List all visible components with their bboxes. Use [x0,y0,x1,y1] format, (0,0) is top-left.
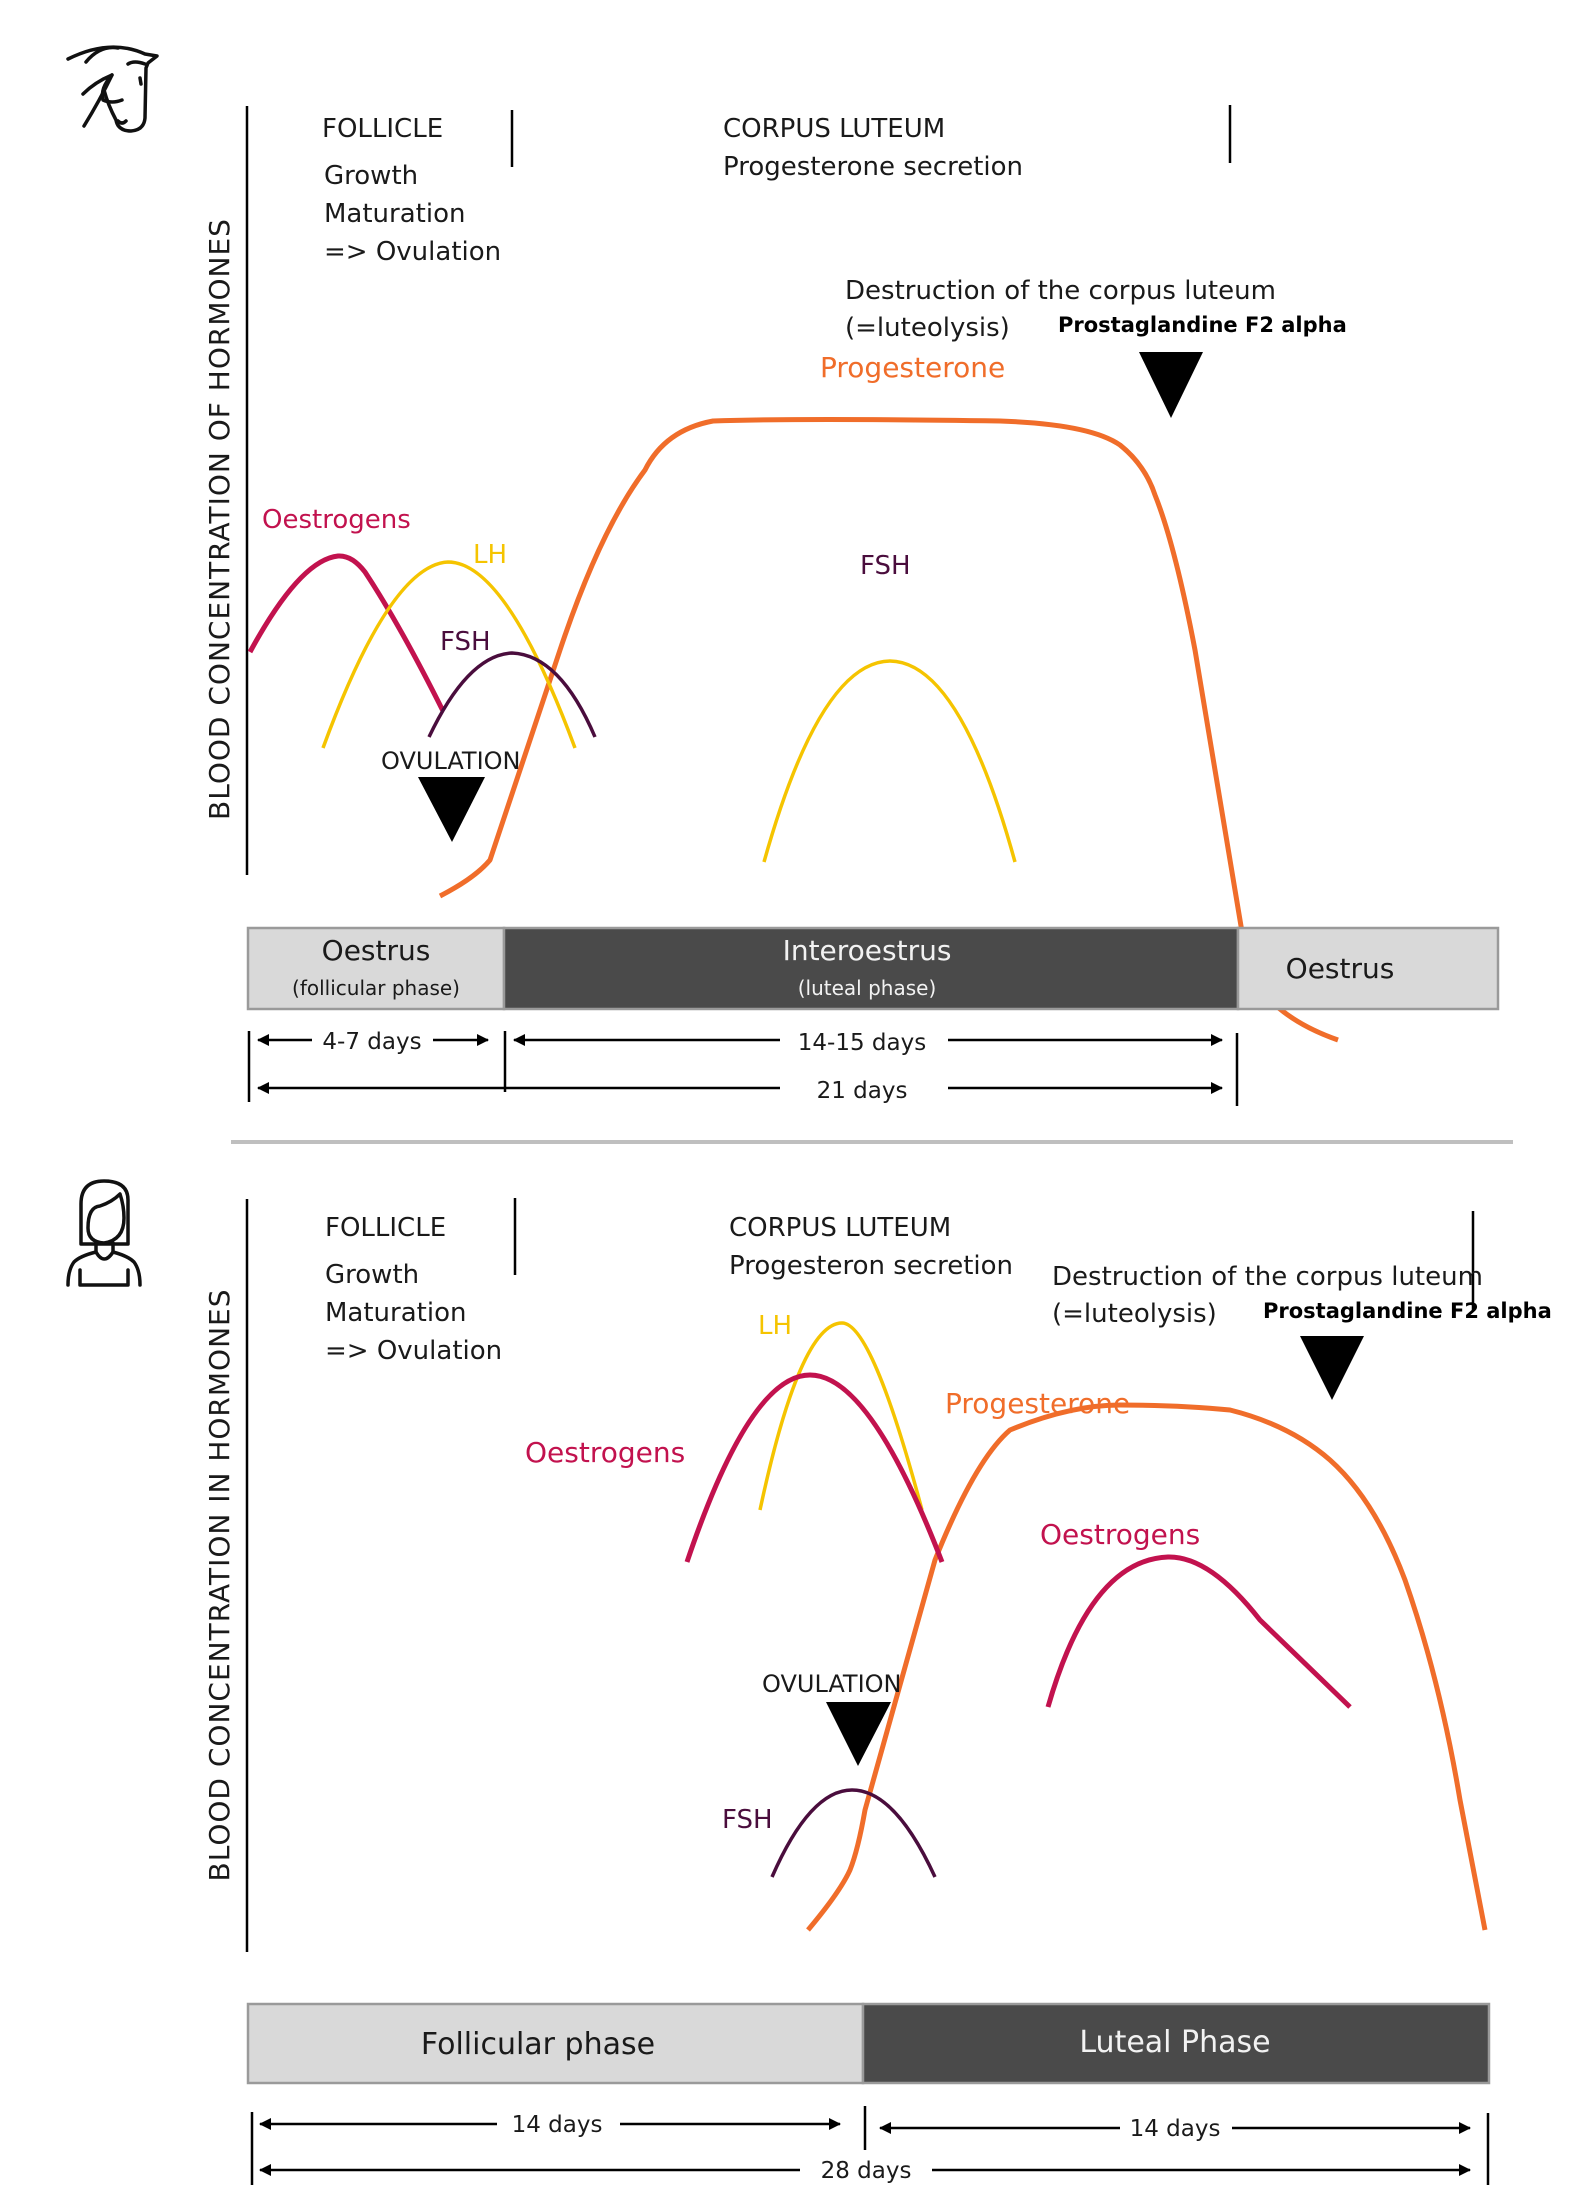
fsh-curve [770,1788,937,1878]
duration-cycle-label: 28 days [821,2158,912,2184]
prostaglandine-label: Prostaglandine F2 alpha [1263,1299,1552,1323]
phase-follicular-label: Follicular phase [421,2027,655,2062]
progesterone-label: Progesterone [820,351,1005,384]
prostaglandine-label: Prostaglandine F2 alpha [1058,313,1347,337]
phase-luteal [861,2002,1491,2085]
phase-interoestrus-label: Interoestrus [783,934,952,967]
luteolysis-line1: Destruction of the corpus luteum [845,276,1276,306]
follicle-title: FOLLICLE [322,114,443,144]
corpus-luteum-title: CORPUS LUTEUM [729,1213,951,1243]
y-axis-title: BLOOD CONCENTRATION IN HORMONES [203,1289,236,1882]
fsh-curve-2 [762,659,1017,863]
phase-bar: Follicular phase Luteal Phase [246,2002,1491,2085]
ovulation-triangle-icon [418,777,485,842]
woman-icon [66,1179,142,1287]
luteolysis-line2: (=luteolysis) [845,313,1010,343]
duration-follicular-label: 14 days [512,2112,603,2138]
progesterone-curve [806,1402,1488,1932]
lh-curve [321,560,577,749]
duration-luteal-label: 14 days [1130,2116,1221,2142]
lh-label: LH [758,1311,792,1341]
duration-interoestrus-label: 14-15 days [798,1030,926,1056]
oestrogens-curve [247,553,446,713]
corpus-luteum-subtitle: Progesteron secretion [729,1251,1013,1281]
fsh-curve-1 [427,651,597,738]
follicle-line-ovulation: => Ovulation [324,237,501,267]
fsh-label: FSH [722,1805,773,1835]
phase-interoestrus-sub: (luteal phase) [798,976,937,1000]
corpus-luteum-title: CORPUS LUTEUM [723,114,945,144]
duration-arrows [250,2106,1490,2185]
luteolysis-line2: (=luteolysis) [1052,1299,1217,1329]
phase-oestrus-1-label: Oestrus [322,934,431,967]
fsh-label-1: FSH [440,627,491,657]
follicle-line-maturation: Maturation [325,1298,466,1328]
duration-oestrus-label: 4-7 days [322,1029,421,1055]
duration-cycle-label: 21 days [817,1078,908,1104]
oestrogens-label-1: Oestrogens [525,1436,685,1469]
phase-oestrus-1 [246,926,506,1011]
corpus-luteum-subtitle: Progesterone secretion [723,152,1023,182]
ovulation-triangle-icon [826,1702,891,1766]
phase-oestrus-2 [1236,926,1500,1011]
phase-bar: Oestrus (follicular phase) Interoestrus … [246,926,1500,1011]
prostaglandine-triangle-icon [1300,1336,1364,1400]
human-section: BLOOD CONCENTRATION IN HORMONES FOLLICLE… [66,1179,1552,2185]
follicle-title: FOLLICLE [325,1213,446,1243]
ovulation-label: OVULATION [381,747,521,775]
follicle-line-ovulation: => Ovulation [325,1336,502,1366]
ovulation-label: OVULATION [762,1670,902,1698]
follicle-line-growth: Growth [325,1260,419,1290]
horse-head-icon [66,45,159,133]
oestrogens-label: Oestrogens [262,505,411,535]
follicle-line-maturation: Maturation [324,199,465,229]
oestrogens-curve-1 [684,1372,945,1563]
prostaglandine-triangle-icon [1139,352,1203,418]
lh-curve [758,1321,924,1511]
fsh-label-2: FSH [860,551,911,581]
y-axis-title: BLOOD CONCENTRATION OF HORMONES [203,218,236,820]
phase-luteal-label: Luteal Phase [1079,2025,1270,2060]
duration-arrows [247,1031,1239,1106]
horse-section: BLOOD CONCENTRATION OF HORMONES FOLLICLE… [66,45,1500,1106]
phase-oestrus-1-sub: (follicular phase) [292,976,460,1000]
luteolysis-line1: Destruction of the corpus luteum [1052,1262,1483,1292]
lh-label: LH [473,540,507,570]
phase-oestrus-2-label: Oestrus [1286,952,1395,985]
oestrogens-label-2: Oestrogens [1040,1518,1200,1551]
progesterone-label: Progesterone [945,1387,1130,1420]
phase-follicular [246,2002,865,2085]
oestrogens-curve-2 [1045,1554,1352,1709]
follicle-line-growth: Growth [324,161,418,191]
